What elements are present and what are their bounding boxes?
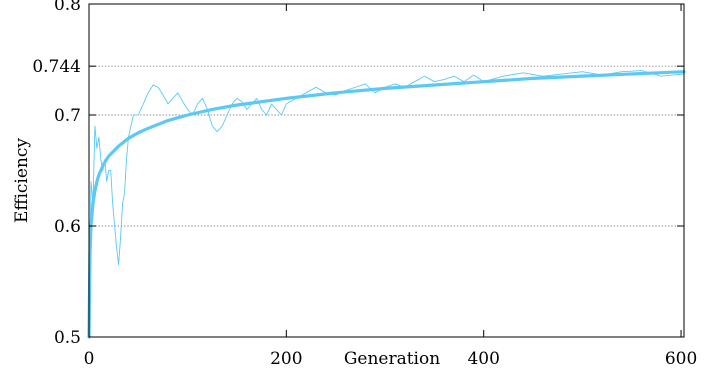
tick-layer: 0.5 0.6 0.7 0.744 0.8 0 200 400 600 — [32, 0, 697, 369]
x-tick-label: 0 — [84, 349, 95, 369]
y-tick-label: 0.744 — [32, 57, 81, 77]
grid-layer — [89, 65, 684, 227]
x-axis-title: Generation — [344, 349, 440, 369]
plot-frame — [88, 3, 685, 338]
y-axis-title: Efficiency — [12, 138, 32, 223]
y-tick-label: 0.8 — [54, 0, 81, 15]
x-tick-label: 400 — [467, 349, 499, 369]
fitted-trend-line — [87, 70, 686, 339]
y-tick-label: 0.7 — [54, 106, 81, 126]
x-tick-label: 200 — [270, 349, 302, 369]
series-layer — [87, 70, 686, 339]
y-tick-label: 0.6 — [54, 217, 81, 237]
y-tick-label: 0.5 — [54, 328, 81, 348]
x-tick-label: 600 — [665, 349, 697, 369]
raw-efficiency-line — [88, 70, 685, 338]
